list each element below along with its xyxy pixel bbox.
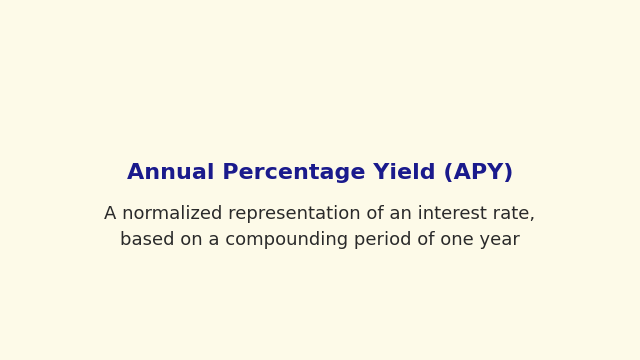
Text: A normalized representation of an interest rate,
based on a compounding period o: A normalized representation of an intere…: [104, 204, 536, 249]
Text: Annual Percentage Yield (APY): Annual Percentage Yield (APY): [127, 163, 513, 183]
